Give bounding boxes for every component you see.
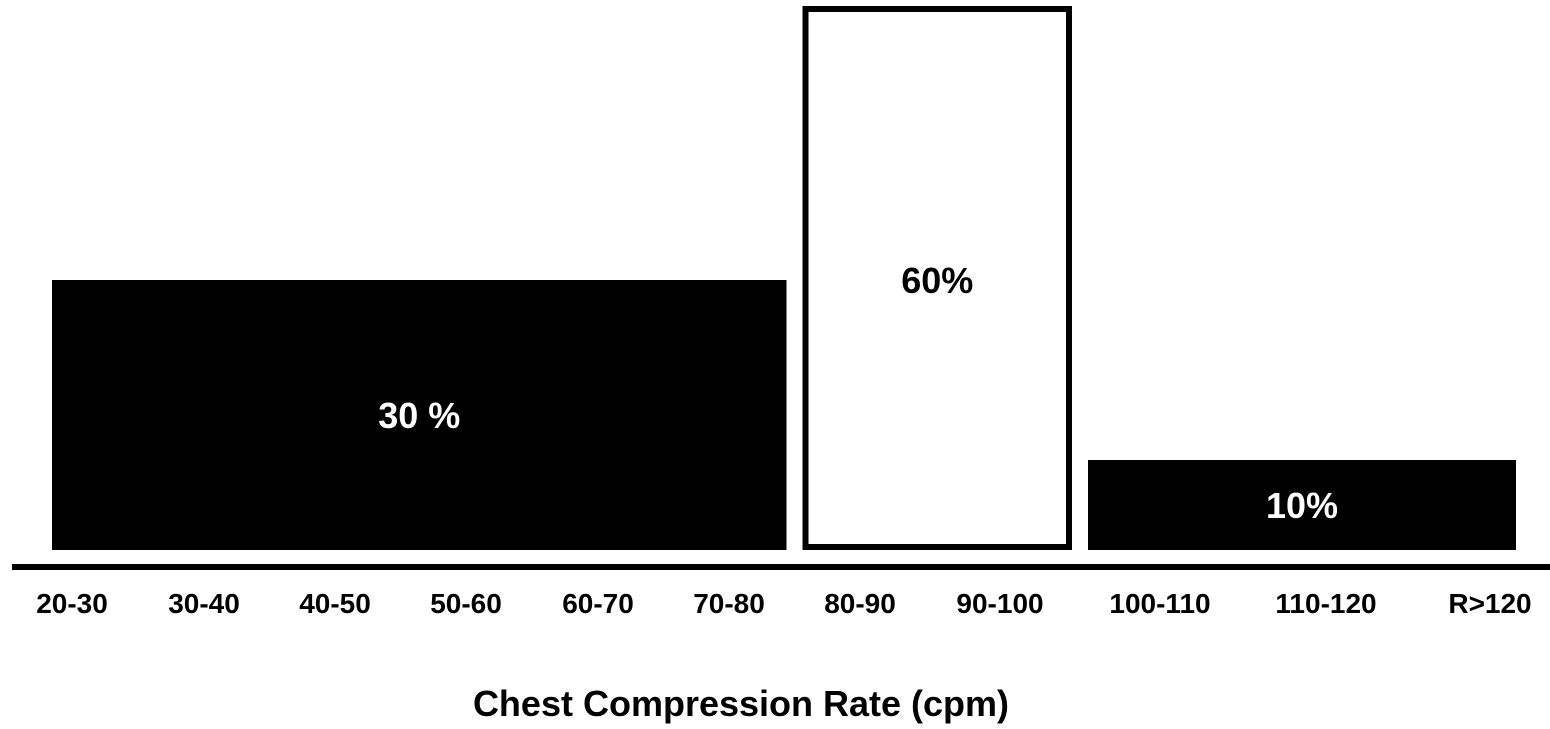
x-tick-label: 100-110 — [1109, 588, 1210, 619]
x-tick-label: 110-120 — [1275, 588, 1376, 619]
bar-2 — [1088, 460, 1516, 550]
x-tick-labels: 20-30 30-40 40-50 50-60 60-70 70-80 80-90 90-10… — [36, 588, 1531, 619]
bar-value-label-2: 10% — [1266, 485, 1338, 526]
x-tick-label: 20-30 — [36, 588, 108, 619]
x-tick-label: 50-60 — [430, 588, 502, 619]
bar-0 — [52, 280, 787, 550]
bar-1 — [802, 6, 1072, 550]
x-tick-label: 40-50 — [299, 588, 371, 619]
x-tick-label: 90-100 — [956, 588, 1043, 619]
x-axis-title: Chest Compression Rate (cpm) — [473, 683, 1009, 724]
bars-layer: 30 % 60% 10% — [52, 6, 1516, 550]
x-tick-label: 60-70 — [562, 588, 634, 619]
bar-value-label-0: 30 % — [378, 395, 460, 436]
bar-value-label-1: 60% — [901, 260, 973, 301]
x-tick-label: R>120 — [1448, 588, 1531, 619]
x-tick-label: 80-90 — [824, 588, 896, 619]
x-tick-label: 70-80 — [693, 588, 765, 619]
x-tick-label: 30-40 — [168, 588, 240, 619]
